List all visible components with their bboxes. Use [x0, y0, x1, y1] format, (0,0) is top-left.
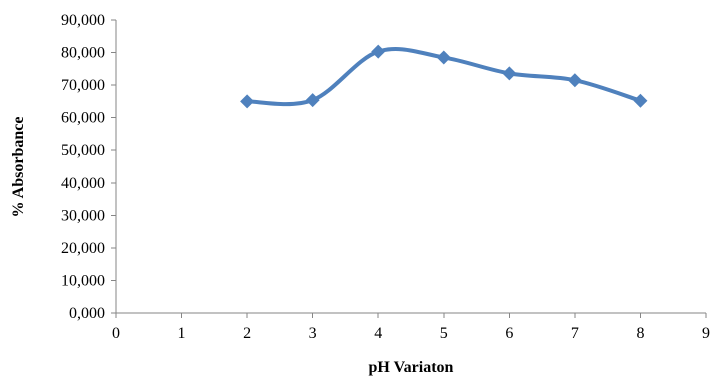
y-tick-label: 10,000 — [61, 272, 105, 289]
x-tick-label: 6 — [505, 325, 513, 342]
data-point-marker — [633, 93, 648, 108]
x-tick-label: 4 — [374, 325, 382, 342]
x-tick-label: 5 — [440, 325, 448, 342]
data-point-marker — [240, 94, 255, 109]
x-tick-label: 7 — [571, 325, 579, 342]
data-point-marker — [436, 50, 451, 65]
x-tick-label: 8 — [636, 325, 644, 342]
x-tick-label: 0 — [112, 325, 120, 342]
plot-area: 0,000 10,000 20,000 30,000 40,000 50,000 60,00… — [61, 12, 710, 342]
x-tick-label: 2 — [243, 325, 251, 342]
x-tick-label: 3 — [309, 325, 317, 342]
y-axis-title: % Absorbance — [10, 117, 27, 218]
x-axis-ticks: 0 1 2 3 4 5 6 7 8 9 — [112, 313, 710, 342]
data-point-marker — [502, 66, 517, 81]
series-layer — [240, 44, 648, 109]
y-tick-label: 70,000 — [61, 77, 105, 94]
data-point-marker — [371, 44, 386, 59]
data-point-marker — [567, 73, 582, 88]
x-tick-label: 9 — [702, 325, 710, 342]
y-tick-label: 20,000 — [61, 240, 105, 257]
y-tick-label: 90,000 — [61, 12, 105, 29]
data-point-marker — [305, 93, 320, 108]
y-tick-label: 30,000 — [61, 207, 105, 224]
x-tick-label: 1 — [178, 325, 186, 342]
y-tick-label: 80,000 — [61, 45, 105, 62]
y-tick-label: 60,000 — [61, 110, 105, 127]
y-tick-label: 40,000 — [61, 175, 105, 192]
x-axis-title: pH Variaton — [369, 359, 454, 376]
y-tick-label: 0,000 — [69, 305, 105, 322]
y-axis-ticks: 0,000 10,000 20,000 30,000 40,000 50,000 60,00… — [61, 12, 116, 322]
y-tick-label: 50,000 — [61, 142, 105, 159]
